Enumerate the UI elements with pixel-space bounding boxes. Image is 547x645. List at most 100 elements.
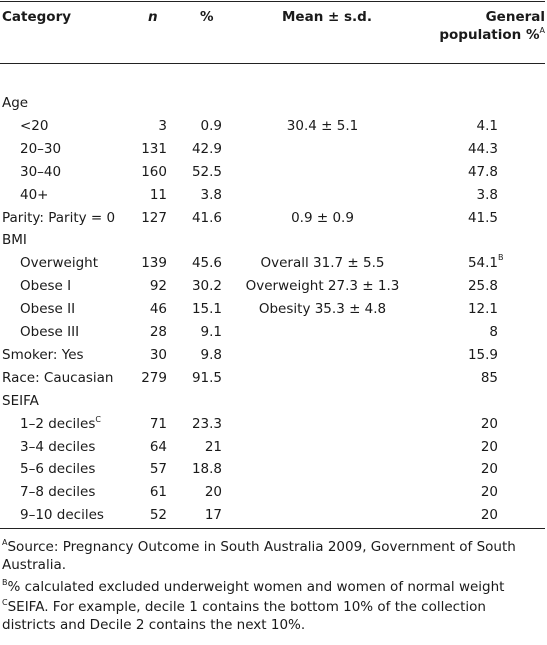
table-row: 3–4 deciles 64 21 20 bbox=[0, 436, 547, 458]
row-percent-value: 17 bbox=[204, 507, 222, 524]
row-n-value: 46 bbox=[149, 301, 167, 318]
table-row: Obese III 28 9.1 8 bbox=[0, 321, 547, 343]
row-n-value: 61 bbox=[149, 484, 167, 501]
row-category-text: BMI bbox=[2, 232, 27, 249]
footnote-c: CSEIFA. For example, decile 1 contains t… bbox=[2, 598, 545, 634]
row-category-label: Obese I bbox=[20, 277, 71, 295]
row-category-label: Obese II bbox=[20, 300, 75, 318]
row-category-label: 30–40 bbox=[20, 163, 61, 181]
row-general-population-text: 20 bbox=[480, 415, 498, 432]
footnote-a-text-line1: Source: Pregnancy Outcome in South Austr… bbox=[7, 539, 516, 555]
row-general-population-value: 20 bbox=[481, 506, 498, 524]
row-category-text: Obese III bbox=[20, 324, 80, 340]
row-category-text: 3–4 deciles bbox=[20, 438, 96, 455]
row-category-label: 40+ bbox=[20, 186, 49, 204]
row-category-label: <20 bbox=[20, 117, 49, 135]
row-category-text: 1–2 deciles bbox=[20, 415, 96, 432]
row-percent-value: 30.2 bbox=[191, 278, 222, 295]
table-row: BMI bbox=[0, 229, 547, 251]
row-percent-value: 20 bbox=[204, 484, 222, 501]
footnote-a: ASource: Pregnancy Outcome in South Aust… bbox=[2, 538, 545, 574]
row-category-label: Overweight bbox=[20, 254, 98, 272]
row-general-population-value: 20 bbox=[481, 415, 498, 433]
row-n-value: 127 bbox=[141, 209, 167, 226]
table-row: Smoker: Yes 30 9.8 15.9 bbox=[0, 344, 547, 366]
row-general-population-value: 54.1 B bbox=[467, 253, 504, 272]
row-general-population-value: 3.8 bbox=[477, 186, 498, 204]
row-general-population-text: 20 bbox=[480, 438, 498, 455]
table-top-rule bbox=[0, 1, 545, 2]
footnote-c-mark: C bbox=[2, 598, 8, 607]
row-category-text: Smoker: Yes bbox=[2, 346, 84, 363]
table-row: 30–40 160 52.5 47.8 bbox=[0, 161, 547, 183]
row-percent-value: 15.1 bbox=[191, 301, 222, 318]
row-category-text: Obese II bbox=[20, 301, 76, 318]
table-row: 7–8 deciles 61 20 20 bbox=[0, 481, 547, 503]
header-mean-sd: Mean ± s.d. bbox=[282, 9, 372, 25]
row-n-value: 52 bbox=[149, 507, 167, 524]
row-category-text: 30–40 bbox=[20, 163, 62, 180]
row-category-label: BMI bbox=[2, 231, 27, 249]
row-category-label: 20–30 bbox=[20, 140, 61, 158]
row-n-value: 131 bbox=[141, 140, 167, 157]
table-row: Parity: Parity = 0 127 41.6 0.9 ± 0.9 41.5 bbox=[0, 207, 547, 229]
row-category-label: 3–4 deciles bbox=[20, 438, 95, 456]
row-n-value: 64 bbox=[149, 438, 167, 455]
row-n-value: 139 bbox=[141, 255, 167, 272]
row-n-value: 11 bbox=[149, 186, 167, 203]
table-row: Obese I 92 30.2 Overweight 27.3 ± 1.3 25.8 bbox=[0, 275, 547, 297]
row-category-text: Race: Caucasian bbox=[2, 369, 114, 386]
row-general-population-value: 20 bbox=[481, 438, 498, 456]
table-bottom-rule bbox=[0, 528, 545, 529]
footnote-a-line1: ASource: Pregnancy Outcome in South Aust… bbox=[2, 538, 545, 556]
row-general-population-text: 20 bbox=[480, 484, 498, 501]
row-n-value: 30 bbox=[149, 346, 167, 363]
header-rule bbox=[0, 63, 545, 64]
footnote-c-text-line2: districts and Decile 2 contains the next… bbox=[2, 617, 306, 633]
table-row: 20–30 131 42.9 44.3 bbox=[0, 138, 547, 160]
row-percent-value: 23.3 bbox=[191, 415, 222, 432]
row-category-label: Parity: Parity = 0 bbox=[2, 209, 115, 227]
table-row: SEIFA bbox=[0, 390, 547, 412]
row-category-text: SEIFA bbox=[2, 392, 39, 409]
table-row: 9–10 deciles 52 17 20 bbox=[0, 504, 547, 526]
row-category-text: <20 bbox=[20, 117, 49, 134]
row-category-text: 9–10 deciles bbox=[20, 507, 104, 524]
row-general-population-text: 4.1 bbox=[476, 117, 498, 134]
header-general-footnote-mark: A bbox=[539, 26, 545, 35]
row-category-text: 20–30 bbox=[20, 140, 62, 157]
row-percent-value: 45.6 bbox=[191, 255, 222, 272]
row-general-population-text: 15.9 bbox=[467, 346, 498, 363]
row-category-label: Age bbox=[2, 94, 28, 112]
row-percent-value: 9.8 bbox=[200, 346, 222, 363]
footnote-c-text-line1: SEIFA. For example, decile 1 contains th… bbox=[7, 599, 486, 615]
row-general-population-value: 25.8 bbox=[468, 277, 498, 295]
row-category-text: 5–6 deciles bbox=[20, 461, 96, 478]
row-mean-sd-value: 0.9 ± 0.9 bbox=[291, 209, 354, 226]
row-category-text: Overweight bbox=[20, 255, 98, 272]
row-general-population-text: 20 bbox=[480, 507, 498, 524]
row-general-population-text: 25.8 bbox=[467, 278, 498, 295]
row-n-value: 279 bbox=[141, 369, 167, 386]
row-mean-sd-value: Overall 31.7 ± 5.5 bbox=[260, 255, 385, 272]
row-general-population-value: 85 bbox=[481, 369, 498, 387]
row-general-population-value: 44.3 bbox=[468, 140, 498, 158]
row-percent-value: 42.9 bbox=[191, 140, 222, 157]
row-category-text: Obese I bbox=[20, 278, 72, 295]
row-general-population-value: 8 bbox=[489, 323, 498, 341]
row-percent-value: 21 bbox=[204, 438, 222, 455]
header-n: n bbox=[148, 9, 158, 25]
table-row: 5–6 deciles 57 18.8 20 bbox=[0, 458, 547, 480]
footnote-b: B% calculated excluded underweight women… bbox=[2, 578, 545, 596]
row-n-value: 3 bbox=[158, 117, 167, 134]
row-n-value: 57 bbox=[149, 461, 167, 478]
row-general-population-text: 12.1 bbox=[467, 301, 498, 318]
row-general-population-text: 41.5 bbox=[467, 209, 498, 226]
header-general-line1: General bbox=[485, 9, 545, 25]
row-percent-value: 0.9 bbox=[200, 117, 222, 134]
footnote-a-mark: A bbox=[2, 538, 8, 547]
table-row: Obese II 46 15.1 Obesity 35.3 ± 4.8 12.1 bbox=[0, 298, 547, 320]
row-general-population-text: 3.8 bbox=[476, 186, 498, 203]
row-category-text: Parity: Parity = 0 bbox=[2, 209, 116, 226]
